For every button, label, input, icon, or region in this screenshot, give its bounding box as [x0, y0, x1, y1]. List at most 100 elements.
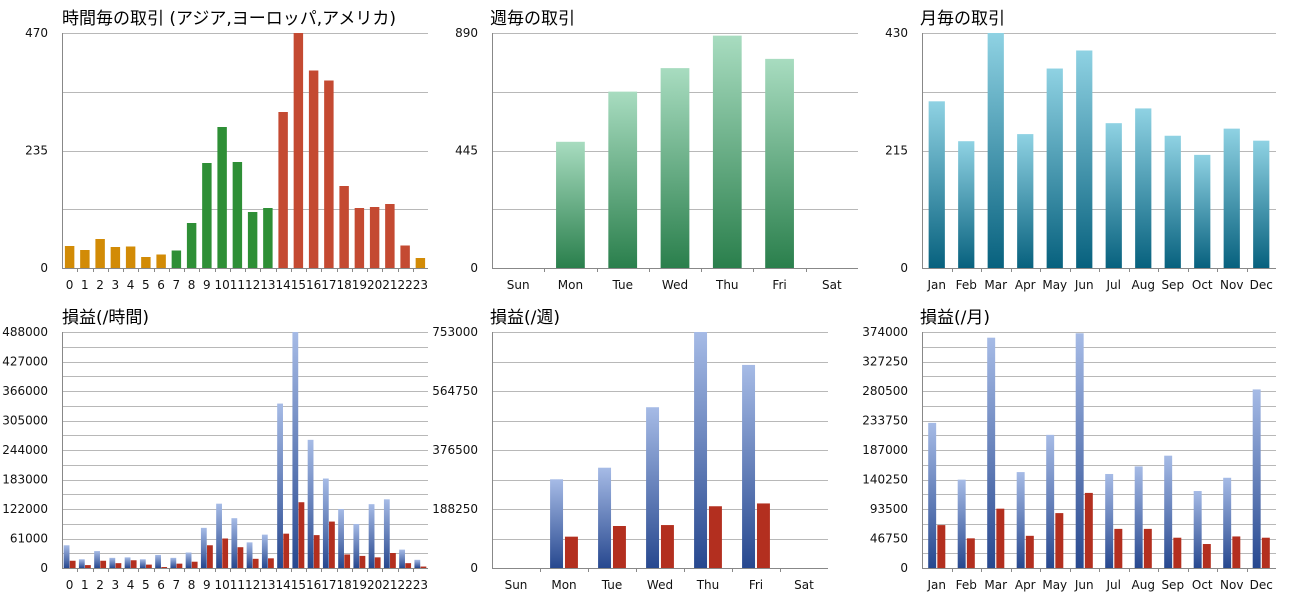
- bar: [232, 162, 243, 268]
- bar: [95, 239, 105, 268]
- x-tick-label: Jul: [1106, 578, 1121, 592]
- bar: [263, 208, 273, 268]
- bar: [928, 101, 945, 268]
- x-tick-label: 13: [260, 278, 275, 292]
- x-tick-label: 14: [275, 578, 290, 592]
- bar: [307, 439, 314, 568]
- y-tick-label: 427000: [2, 355, 48, 369]
- x-tick-label: Wed: [662, 278, 688, 292]
- bar: [383, 499, 390, 568]
- bar: [1134, 466, 1143, 568]
- y-tick-label: 376500: [432, 443, 478, 457]
- x-tick-label: Jan: [927, 278, 947, 292]
- x-tick-label: Thu: [696, 578, 720, 592]
- x-tick-label: 8: [188, 278, 196, 292]
- bar: [1025, 535, 1034, 568]
- bar: [756, 503, 770, 568]
- x-tick-label: Nov: [1220, 278, 1243, 292]
- x-tick-label: Sep: [1161, 578, 1184, 592]
- x-tick-label: Mar: [984, 578, 1007, 592]
- bar: [171, 250, 182, 268]
- x-tick-label: Feb: [956, 278, 977, 292]
- x-tick-label: 21: [382, 278, 397, 292]
- bar: [125, 246, 136, 268]
- bar: [191, 561, 198, 568]
- y-tick-label: 366000: [2, 384, 48, 398]
- x-tick-label: Dec: [1250, 278, 1273, 292]
- x-tick-label: Oct: [1192, 578, 1213, 592]
- x-tick-label: 9: [203, 278, 211, 292]
- bar: [937, 525, 946, 568]
- x-tick-label: 4: [127, 278, 135, 292]
- bar: [237, 547, 244, 568]
- bar: [1173, 537, 1182, 568]
- bar: [399, 549, 405, 568]
- bar: [369, 207, 380, 268]
- bar: [1135, 108, 1152, 268]
- x-tick-label: Aug: [1132, 278, 1155, 292]
- y-tick-label: 188250: [432, 502, 478, 516]
- x-tick-label: 1: [81, 578, 89, 592]
- x-tick-label: 2: [96, 278, 104, 292]
- x-tick-label: 2: [96, 578, 104, 592]
- x-tick-label: 21: [382, 578, 397, 592]
- bar: [200, 527, 207, 568]
- bar: [414, 559, 421, 568]
- bar: [1105, 473, 1114, 568]
- bar: [139, 559, 146, 568]
- chart-hourly-pnl: 損益(/時間) 0 61000 122000 183000 244000 305000 36…: [0, 300, 430, 600]
- bar: [1016, 472, 1025, 568]
- bar: [957, 479, 966, 568]
- x-tick-label: 5: [142, 578, 150, 592]
- x-tick-label: 17: [321, 578, 336, 592]
- x-tick-label: 16: [306, 578, 321, 592]
- y-tick-label: 235: [25, 144, 48, 158]
- bar: [100, 560, 107, 568]
- x-tick-label: 9: [203, 578, 211, 592]
- y-tick-label: 0: [470, 261, 478, 275]
- x-tick-label: 20: [367, 578, 382, 592]
- y-tick-label: 470: [25, 26, 48, 40]
- bar: [324, 80, 334, 268]
- x-tick-label: 0: [66, 278, 74, 292]
- bar: [231, 518, 238, 568]
- x-tick-label: 23: [413, 578, 428, 592]
- bar: [353, 523, 360, 568]
- x-tick-label: 3: [112, 578, 120, 592]
- bar: [313, 535, 320, 568]
- bar: [1202, 544, 1211, 568]
- bar: [308, 70, 319, 268]
- bar: [1194, 154, 1211, 268]
- x-tick-label: Dec: [1250, 578, 1273, 592]
- bar: [374, 557, 381, 568]
- chart-plot: 0 188250 376500 564750 753000 Sun Mon Tue Wed Thu…: [432, 325, 828, 592]
- bar: [329, 521, 335, 568]
- bar: [420, 566, 427, 568]
- x-tick-label: Mon: [558, 278, 583, 292]
- x-tick-label: Jun: [1074, 578, 1094, 592]
- bar: [217, 127, 227, 268]
- bar: [1193, 491, 1202, 568]
- x-tick-label: 22: [397, 578, 412, 592]
- x-tick-label: Feb: [956, 578, 977, 592]
- x-tick-label: 19: [352, 578, 367, 592]
- bar: [694, 332, 708, 568]
- chart-monthly-pnl: 損益(/月) 0 46750 93500 140250 187000 233750 2805…: [860, 300, 1290, 600]
- y-tick-label: 430: [885, 26, 908, 40]
- bar: [354, 208, 365, 268]
- y-tick-label: 0: [900, 561, 908, 575]
- x-tick-label: 4: [127, 578, 135, 592]
- bar: [1164, 455, 1173, 568]
- x-tick-label: 3: [112, 278, 120, 292]
- bar: [109, 557, 116, 568]
- x-tick-label: Jun: [1074, 278, 1094, 292]
- bar: [646, 407, 660, 568]
- bar: [339, 186, 349, 268]
- x-tick-label: Fri: [749, 578, 763, 592]
- y-tick-label: 122000: [2, 502, 48, 516]
- bar: [1084, 492, 1093, 568]
- x-tick-label: Sun: [505, 578, 528, 592]
- y-tick-label: 890: [455, 26, 478, 40]
- y-tick-label: 374000: [862, 325, 908, 339]
- x-tick-label: Mar: [984, 278, 1007, 292]
